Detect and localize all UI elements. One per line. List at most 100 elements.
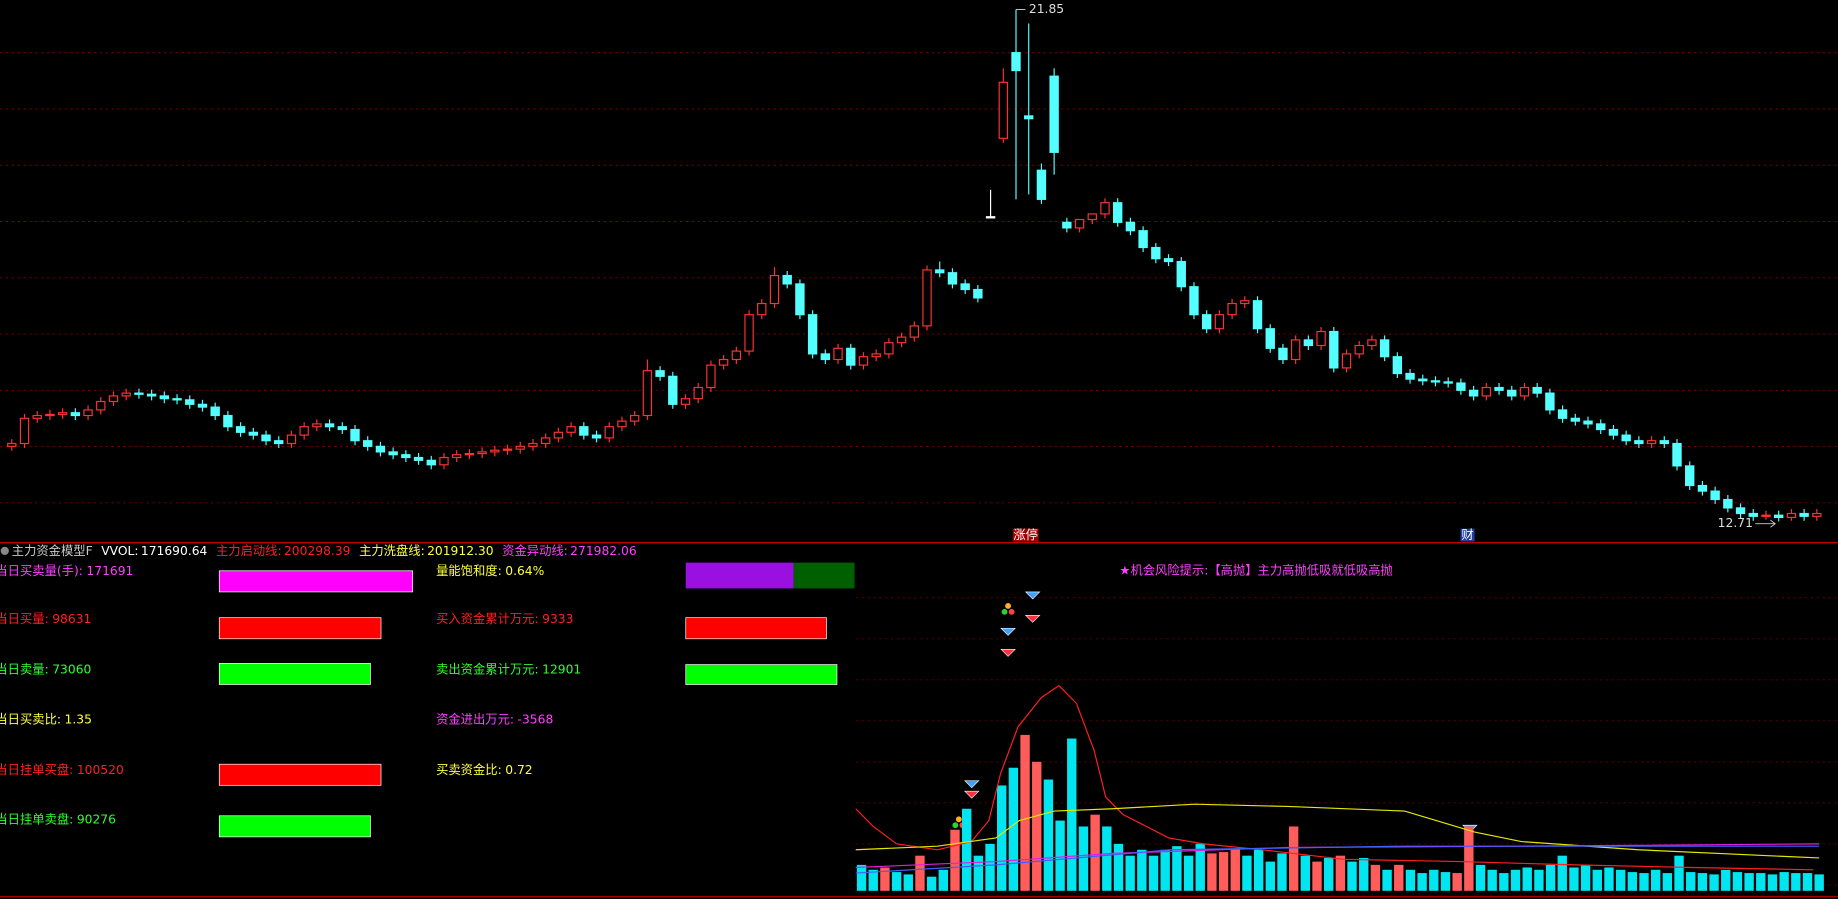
header-value: 171690.64: [141, 543, 208, 557]
candle-body: [172, 398, 182, 401]
volume-bar: [891, 872, 902, 891]
candle-body: [388, 451, 398, 456]
volume-bar: [997, 785, 1007, 891]
candle-body: [985, 216, 996, 219]
candle-body: [502, 448, 513, 451]
candle-body: [1049, 75, 1059, 153]
volume-bar: [1125, 855, 1135, 891]
volume-bar: [1218, 852, 1229, 891]
candle-body: [1113, 202, 1123, 223]
volume-bar: [1090, 814, 1100, 891]
indicator-row: 买入资金累计万元: 9333: [436, 610, 573, 625]
volume-bar: [1265, 861, 1275, 891]
candle-body: [655, 370, 665, 377]
candle-body: [57, 412, 68, 415]
indicator-bar: [218, 570, 414, 593]
candle-body: [1392, 356, 1403, 375]
price-grid: [0, 52, 1838, 504]
candle-body: [1074, 218, 1085, 229]
indicator-row: 卖出资金累计万元: 12901: [436, 661, 581, 676]
candle-body: [7, 442, 17, 447]
indicator-row: 当日买卖量(手): 171691: [0, 563, 133, 577]
candle-body: [248, 431, 259, 436]
indicator-row: 当日挂单卖盘: 90276: [0, 811, 116, 826]
volume-bar: [1580, 864, 1591, 891]
ball-icon: [1001, 608, 1008, 615]
indicator-value: 0.64%: [505, 563, 544, 577]
volume-bar: [1032, 761, 1042, 891]
volume-bar: [1078, 826, 1089, 891]
candle-body: [871, 353, 881, 358]
candle-body: [1418, 378, 1428, 382]
indicator-value: 100520: [77, 763, 124, 777]
candle-body: [452, 454, 462, 459]
volume-bar: [1370, 864, 1381, 891]
candle-body: [604, 426, 614, 439]
candle-body: [1786, 512, 1797, 519]
candle-body: [83, 409, 93, 417]
volume-bar: [1008, 767, 1019, 891]
candle-body: [896, 336, 907, 344]
volume-bar: [1230, 848, 1240, 891]
candle-body: [591, 434, 602, 439]
volume-bar: [1721, 869, 1731, 891]
candle-body: [235, 426, 246, 433]
candle-body: [579, 426, 589, 436]
indicator-row: 当日挂单买盘: 100520: [0, 762, 124, 777]
indicator-label: 当日卖量:: [0, 662, 49, 676]
candle-body: [1201, 314, 1212, 330]
candle-body: [159, 395, 170, 400]
candle-body: [1303, 339, 1314, 347]
candle-body: [375, 445, 386, 453]
volume-bar: [868, 869, 878, 891]
candle-body: [1430, 380, 1441, 383]
volume-bar: [1686, 872, 1696, 891]
indicator-bar: [218, 617, 382, 640]
candle-body: [1036, 169, 1047, 200]
candle-body: [1189, 286, 1199, 316]
candle-body: [769, 274, 780, 305]
candle-body: [858, 356, 869, 366]
candle-body: [1443, 381, 1453, 384]
volume-bar: [1288, 826, 1299, 891]
candle-body: [1659, 440, 1669, 445]
candle-body: [146, 393, 157, 397]
indicator-line: [855, 845, 1820, 874]
indicator-label: 买卖资金比:: [436, 762, 502, 777]
candle-body: [1214, 314, 1225, 330]
candle-body: [1799, 512, 1809, 517]
event-label: 涨停: [1013, 527, 1038, 542]
volume-bar: [1394, 864, 1404, 891]
volume-bar: [1300, 855, 1311, 891]
candle-body: [1163, 258, 1174, 263]
candle-body: [795, 283, 805, 316]
indicator-row: 量能饱和度: 0.64%: [436, 562, 544, 577]
candle-body: [846, 347, 856, 366]
header-label: VVOL:: [101, 543, 138, 557]
candle-body: [312, 423, 322, 428]
candle-body: [350, 428, 360, 442]
candle-body: [540, 437, 551, 445]
candle-body: [1812, 512, 1822, 517]
volume-bar: [1674, 855, 1684, 891]
candle-body: [286, 434, 297, 445]
candle-body: [1583, 420, 1593, 425]
indicator-bar: [685, 664, 838, 685]
indicator-value: 73060: [52, 662, 91, 676]
candle-body: [337, 426, 347, 431]
indicator-label: 量能饱和度:: [436, 562, 502, 577]
volume-bar: [926, 876, 937, 891]
candle-body: [1608, 428, 1619, 436]
indicator-label: 当日买量:: [0, 611, 49, 625]
candle-body: [45, 413, 55, 417]
candle-body: [1494, 386, 1504, 391]
header-label: 主力洗盘线:: [359, 542, 425, 557]
volume-bar: [1102, 826, 1112, 891]
candle-body: [693, 386, 703, 400]
indicator-row: 买卖资金比: 0.72: [436, 762, 533, 777]
volume-bar: [1697, 873, 1708, 891]
volume-bar: [961, 808, 972, 891]
volume-bar: [1510, 869, 1521, 891]
